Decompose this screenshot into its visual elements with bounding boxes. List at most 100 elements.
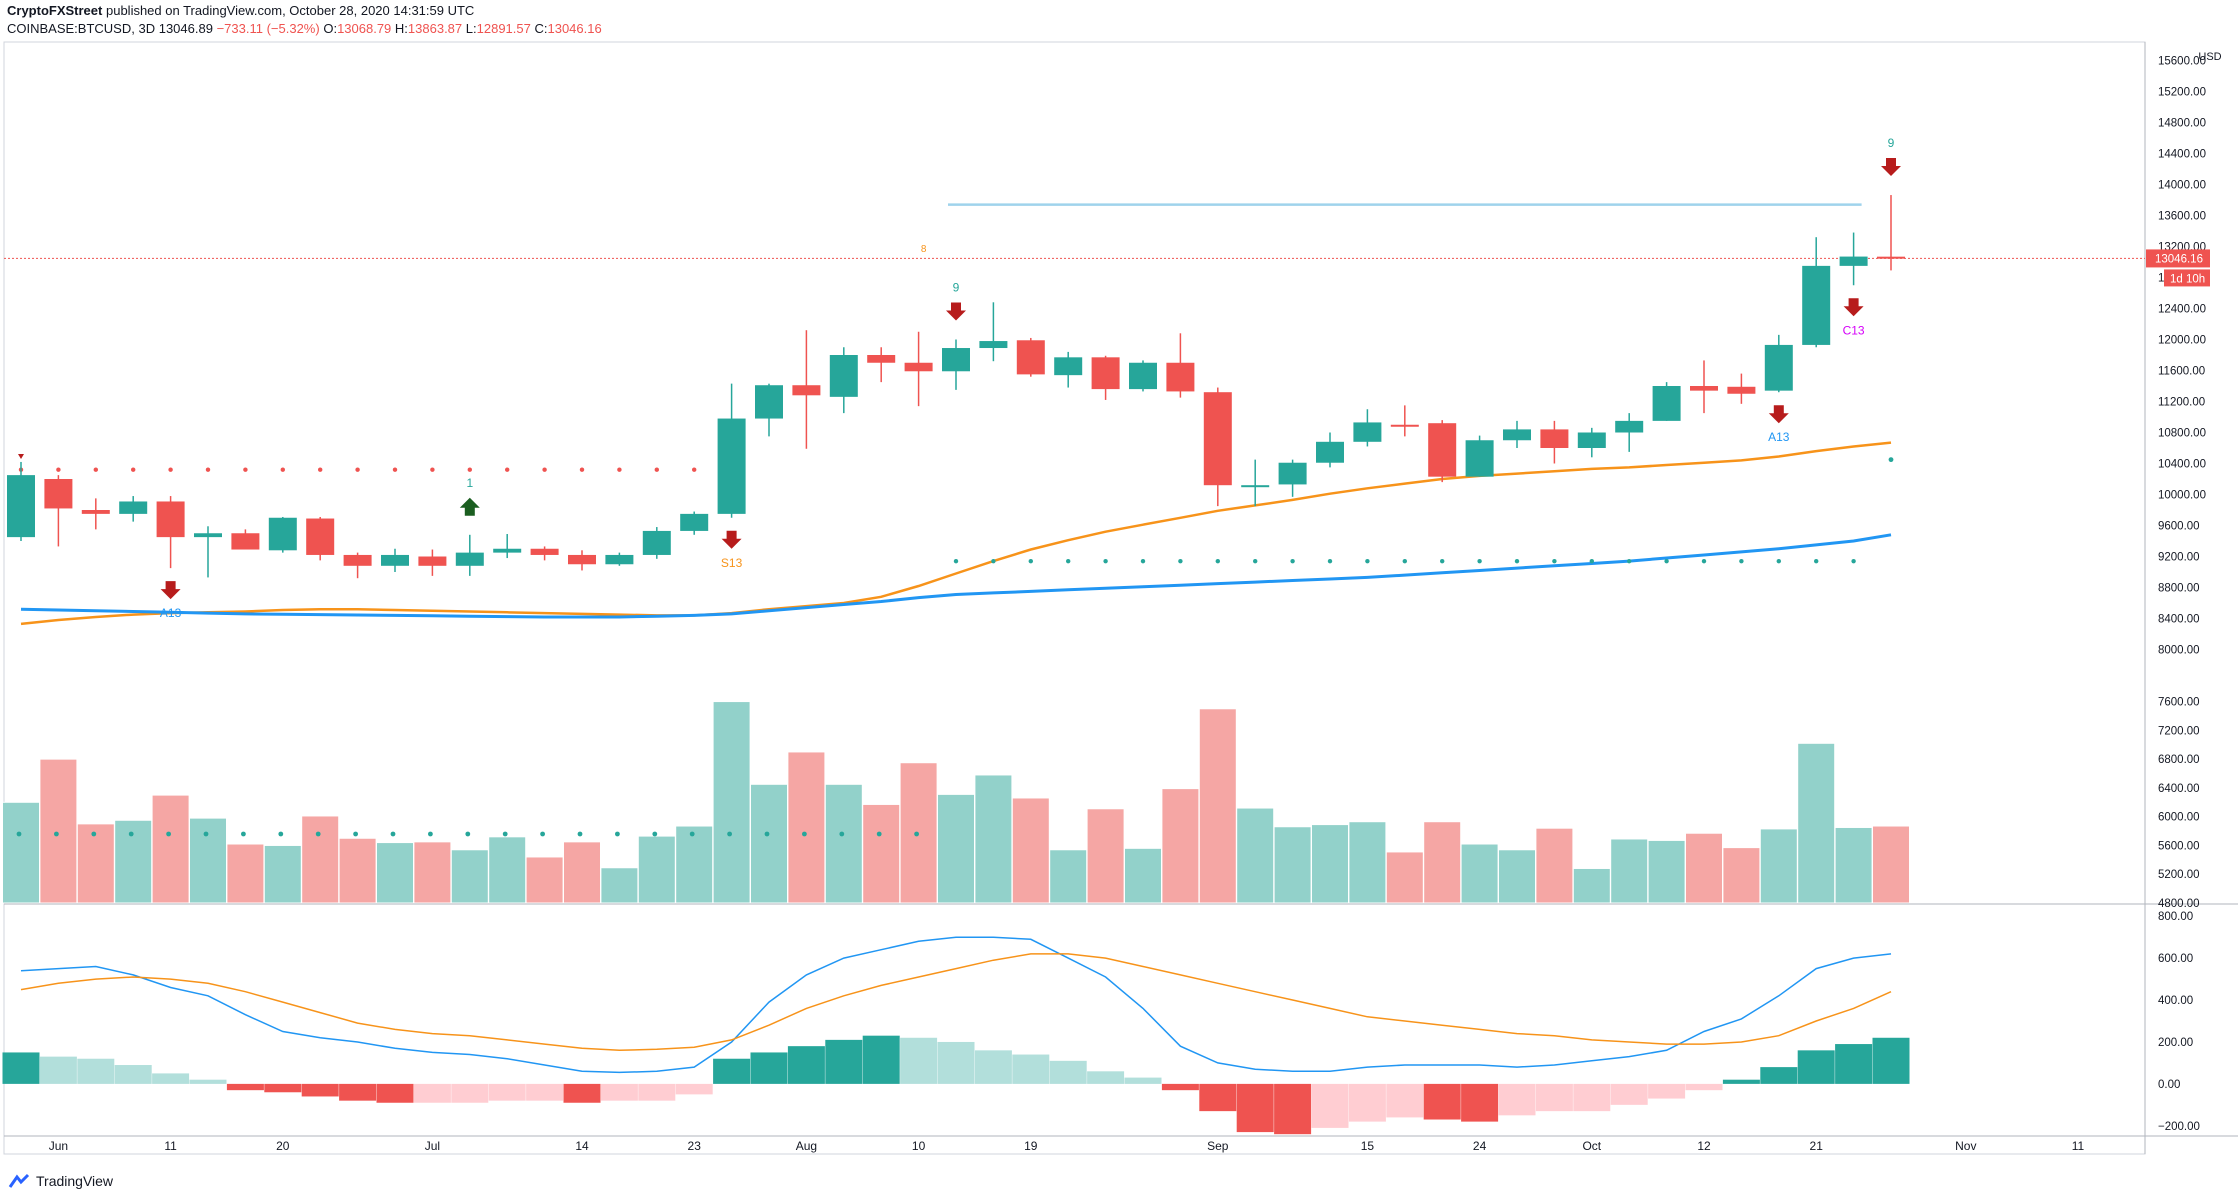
close-value: 13046.16 bbox=[547, 21, 602, 36]
red-dot bbox=[205, 467, 211, 472]
volume-bar bbox=[301, 815, 340, 904]
volume-tick-label: 6400.00 bbox=[2158, 783, 2200, 795]
currency-label: USD bbox=[2198, 51, 2221, 63]
red-dot bbox=[467, 467, 472, 472]
candle-body bbox=[605, 554, 634, 565]
volume-bar bbox=[1610, 838, 1649, 904]
high-label: H: bbox=[394, 21, 408, 36]
volume-dot bbox=[128, 831, 134, 837]
candle-body bbox=[867, 355, 896, 363]
chart-frame bbox=[3, 41, 2146, 1155]
time-tick-label: Jul bbox=[425, 1139, 440, 1153]
macd-histogram-bar bbox=[937, 1041, 975, 1084]
moving-average-slow bbox=[20, 533, 1892, 619]
volume-tick-label: 4800.00 bbox=[2158, 898, 2200, 910]
volume-tick-label: 6800.00 bbox=[2158, 754, 2200, 766]
open-label: O: bbox=[323, 21, 338, 36]
time-tick-label: 15 bbox=[1361, 1139, 1375, 1153]
time-tick-label: 14 bbox=[575, 1139, 589, 1153]
candle-body bbox=[1166, 362, 1195, 392]
macd-histogram-bar bbox=[974, 1050, 1012, 1084]
macd-histogram-bar bbox=[1610, 1083, 1648, 1105]
last-price-badge-label: 13046.16 bbox=[2155, 253, 2203, 265]
volume-bar bbox=[525, 856, 564, 904]
volume-dot bbox=[802, 831, 807, 837]
volume-bar bbox=[1049, 849, 1088, 904]
td-setup-label: S13 bbox=[721, 556, 743, 570]
volume-dot bbox=[727, 831, 732, 837]
volume-bar bbox=[1161, 788, 1200, 904]
green-dot bbox=[1103, 558, 1108, 564]
publisher-name[interactable]: CryptoFXStreet bbox=[7, 3, 103, 18]
td-setup-label: 1 bbox=[466, 476, 473, 490]
candle-body bbox=[942, 348, 970, 372]
td-sell-arrow-icon bbox=[721, 530, 742, 549]
volume-bar bbox=[76, 823, 115, 904]
macd-histogram-bar bbox=[2, 1052, 40, 1084]
macd-histogram-bar bbox=[1012, 1054, 1050, 1084]
macd-histogram-bar bbox=[488, 1083, 526, 1101]
time-tick-label: Aug bbox=[796, 1139, 817, 1153]
green-dot bbox=[1178, 558, 1183, 564]
macd-histogram-bar bbox=[862, 1035, 900, 1084]
volume-bar bbox=[1535, 827, 1574, 904]
volume-dot bbox=[652, 831, 658, 837]
macd-histogram-bar bbox=[451, 1083, 489, 1103]
volume-dot bbox=[914, 831, 919, 837]
macd-histogram-bar bbox=[1348, 1083, 1386, 1122]
high-value: 13863.87 bbox=[407, 21, 463, 36]
td-setup-label: 9 bbox=[1888, 136, 1895, 150]
volume-bar bbox=[1124, 847, 1162, 904]
volume-dot bbox=[577, 831, 583, 837]
macd-histogram-bar bbox=[189, 1079, 227, 1084]
red-dot bbox=[579, 467, 585, 472]
price-tick-label: 8800.00 bbox=[2158, 583, 2200, 595]
candle-body bbox=[418, 556, 447, 566]
red-dot bbox=[392, 467, 398, 472]
macd-histogram-bar bbox=[900, 1037, 938, 1084]
candle-body bbox=[306, 518, 335, 555]
volume-bar bbox=[1385, 851, 1424, 904]
candle-body bbox=[81, 510, 110, 514]
td-setup-label: C13 bbox=[1843, 323, 1865, 337]
volume-dot bbox=[689, 831, 695, 837]
time-tick-label: 11 bbox=[2072, 1139, 2085, 1153]
candle-body bbox=[1577, 432, 1606, 448]
volume-bar bbox=[413, 841, 452, 904]
candle-body bbox=[1652, 386, 1681, 421]
candle-body bbox=[1278, 462, 1307, 485]
volume-dot bbox=[241, 831, 246, 837]
macd-histogram-bar bbox=[1311, 1083, 1349, 1128]
macd-histogram-bar bbox=[1835, 1044, 1873, 1084]
tradingview-logo[interactable]: TradingView bbox=[8, 1173, 113, 1189]
time-tick-label: Jun bbox=[49, 1139, 68, 1153]
macd-histogram-bar bbox=[675, 1083, 713, 1095]
macd-histogram-bar bbox=[1236, 1083, 1274, 1133]
macd-histogram-bar bbox=[1573, 1083, 1611, 1112]
volume-bar bbox=[1872, 825, 1910, 904]
macd-histogram-bar bbox=[1087, 1071, 1125, 1084]
green-dot bbox=[1888, 457, 1894, 463]
green-dot bbox=[953, 558, 959, 564]
volume-bar bbox=[1460, 843, 1499, 904]
volume-bar bbox=[600, 867, 639, 904]
volume-bar bbox=[488, 836, 527, 904]
low-label: L: bbox=[465, 21, 477, 36]
symbol-label[interactable]: COINBASE:BTCUSD, 3D bbox=[7, 21, 156, 36]
macd-histogram-bar bbox=[1872, 1037, 1910, 1084]
volume-bar bbox=[1236, 807, 1275, 904]
volume-bar bbox=[1086, 808, 1125, 904]
countdown-label: 1d 10h bbox=[2170, 273, 2205, 285]
volume-dot bbox=[16, 831, 22, 837]
price-tick-label: 14800.00 bbox=[2158, 118, 2206, 130]
candle-body bbox=[904, 362, 933, 372]
volume-tick-label: 7600.00 bbox=[2158, 697, 2200, 709]
price-tick-label: 12000.00 bbox=[2158, 335, 2206, 347]
green-dot bbox=[1066, 558, 1071, 564]
green-dot bbox=[1402, 558, 1408, 564]
green-dot bbox=[1851, 558, 1856, 564]
price-tick-label: 11600.00 bbox=[2158, 366, 2205, 378]
price-tick-label: 8400.00 bbox=[2158, 614, 2200, 626]
volume-dot bbox=[764, 831, 770, 837]
